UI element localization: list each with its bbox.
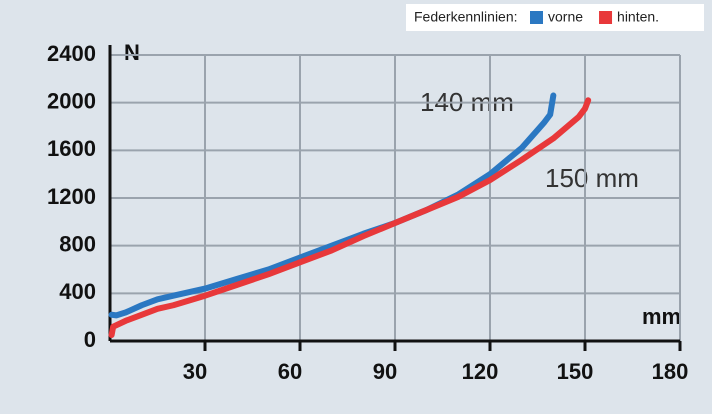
x-tick-label: 150: [557, 359, 594, 384]
data-line: [108, 97, 592, 339]
legend-swatch: [530, 11, 543, 24]
x-tick-label: 60: [278, 359, 302, 384]
x-tick-label: 90: [373, 359, 397, 384]
y-tick-label: 800: [59, 231, 96, 256]
y-axis-label: N: [124, 40, 140, 65]
y-tick-label: 1200: [47, 184, 96, 209]
y-tick-label: 0: [84, 327, 96, 352]
legend-label: hinten.: [617, 9, 659, 25]
x-tick-label: 180: [652, 359, 689, 384]
x-axis-label: mm: [642, 304, 681, 329]
annotation: 150 mm: [545, 163, 639, 193]
legend-title: Federkennlinien:: [414, 9, 518, 25]
legend-box: [406, 4, 704, 31]
y-tick-label: 2400: [47, 41, 96, 66]
y-tick-label: 400: [59, 279, 96, 304]
y-tick-label: 2000: [47, 88, 96, 113]
data-line: [108, 92, 557, 319]
x-tick-label: 120: [462, 359, 499, 384]
legend-swatch: [599, 11, 613, 24]
x-tick-label: 30: [183, 359, 207, 384]
y-tick-label: 1600: [47, 136, 96, 161]
legend-label: vorne: [548, 9, 583, 25]
